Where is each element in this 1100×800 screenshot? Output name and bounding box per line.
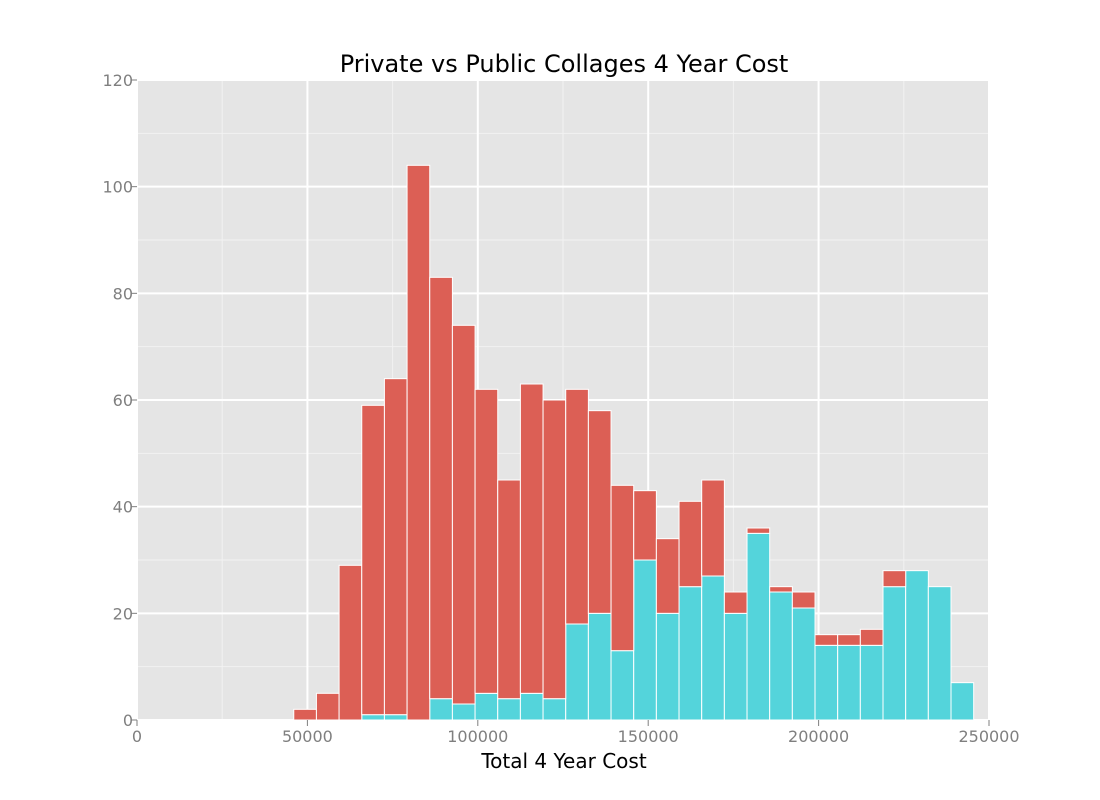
bar-series-1-bin-25: [859, 628, 884, 646]
bar-series-0-bin-4: [383, 714, 408, 721]
bar-series-1-bin-19: [723, 591, 748, 614]
bar-series-0-bin-29: [950, 682, 975, 721]
bar-series-0-bin-27: [905, 570, 929, 721]
bar-series-0-bin-19: [723, 612, 748, 721]
bar-series-1-bin-14: [610, 484, 635, 652]
y-tick-label: 20: [113, 604, 133, 623]
bar-series-1-bin-5: [406, 164, 431, 721]
x-tick-label: 0: [132, 727, 142, 746]
bar-series-1-bin-7: [451, 324, 476, 705]
bar-series-1-bin-24: [837, 634, 861, 646]
bar-series-1-bin-12: [565, 388, 589, 625]
bar-series-0-bin-18: [701, 575, 725, 721]
bar-series-0-bin-17: [678, 586, 703, 721]
bar-series-1-bin-13: [587, 410, 612, 614]
bar-series-0-bin-22: [791, 607, 816, 721]
bar-series-0-bin-7: [451, 703, 476, 721]
bar-series-1-bin-1: [315, 692, 340, 721]
bars: [293, 164, 975, 721]
bar-series-1-bin-6: [429, 276, 453, 700]
x-tick-label: 50000: [282, 727, 333, 746]
y-tick-label: 120: [102, 71, 133, 90]
bar-series-1-bin-11: [542, 399, 567, 700]
bar-series-1-bin-10: [519, 383, 544, 694]
bar-series-0-bin-28: [927, 586, 952, 721]
bar-series-0-bin-9: [497, 698, 521, 721]
bar-series-0-bin-15: [633, 559, 657, 721]
y-tick-labels: 0 20 40 60 80 100 120: [102, 71, 133, 730]
bar-series-0-bin-20: [746, 532, 771, 721]
bar-series-0-bin-24: [837, 644, 861, 721]
bar-series-0-bin-16: [655, 612, 680, 721]
bar-series-0-bin-3: [361, 714, 385, 721]
bar-series-1-bin-0: [293, 708, 317, 721]
bar-series-1-bin-8: [474, 388, 499, 694]
x-tick-label: 200000: [788, 727, 849, 746]
axis-ticks: [131, 79, 990, 726]
bar-series-1-bin-16: [655, 538, 680, 614]
bar-series-1-bin-26: [882, 570, 907, 588]
x-tick-labels: 0 50000 100000 150000 200000 250000: [132, 727, 1020, 746]
chart-title: Private vs Public Collages 4 Year Cost: [340, 50, 789, 78]
y-tick-label: 60: [113, 391, 133, 410]
bar-series-1-bin-15: [633, 490, 657, 561]
bar-series-0-bin-6: [429, 698, 453, 721]
x-axis-title: Total 4 Year Cost: [480, 749, 646, 773]
bar-series-1-bin-22: [791, 591, 816, 609]
bar-series-0-bin-11: [542, 698, 567, 721]
y-tick-label: 40: [113, 498, 133, 517]
y-tick-label: 80: [113, 284, 133, 303]
x-tick-label: 150000: [618, 727, 679, 746]
bar-series-1-bin-3: [361, 404, 385, 716]
bar-series-0-bin-8: [474, 692, 499, 721]
bar-series-0-bin-23: [814, 644, 839, 721]
bar-series-0-bin-10: [519, 692, 544, 721]
bar-series-1-bin-20: [746, 527, 771, 534]
y-tick-label: 100: [102, 178, 133, 197]
bar-series-0-bin-25: [859, 644, 884, 721]
bar-series-1-bin-23: [814, 634, 839, 646]
bar-series-1-bin-18: [701, 479, 725, 577]
y-tick-label: 0: [123, 711, 133, 730]
bar-series-1-bin-4: [383, 378, 408, 716]
bar-series-1-bin-9: [497, 479, 521, 700]
bar-series-1-bin-21: [769, 586, 793, 593]
x-tick-label: 100000: [447, 727, 508, 746]
x-tick-label: 250000: [958, 727, 1019, 746]
bar-series-0-bin-21: [769, 591, 793, 721]
bar-series-0-bin-13: [587, 612, 612, 721]
bar-series-1-bin-2: [338, 564, 363, 721]
bar-series-0-bin-12: [565, 623, 589, 721]
bar-series-1-bin-17: [678, 500, 703, 588]
bar-series-0-bin-26: [882, 586, 907, 721]
bar-series-0-bin-14: [610, 650, 635, 721]
